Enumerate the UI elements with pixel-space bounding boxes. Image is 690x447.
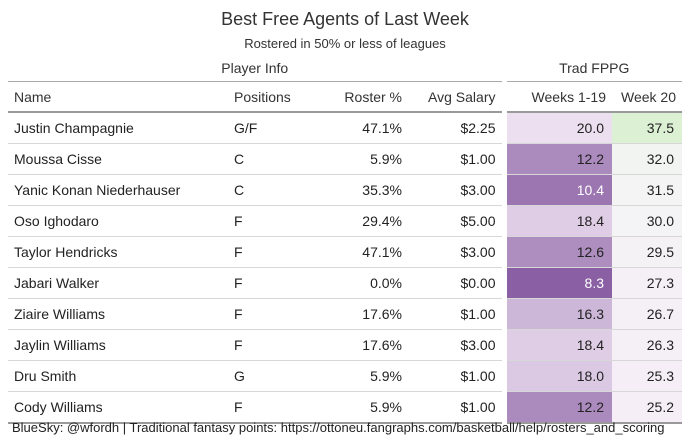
cell-weeks: 18.0 (501, 360, 612, 392)
cell-name: Ziaire Williams (8, 298, 228, 330)
cell-salary: $1.00 (408, 360, 504, 392)
cell-name: Taylor Hendricks (8, 236, 228, 268)
col-header-week20: Week 20 (612, 81, 682, 113)
cell-salary: $5.00 (408, 205, 504, 237)
cell-weeks: 18.4 (501, 205, 612, 237)
cell-positions: C (228, 143, 308, 175)
col-header-salary: Avg Salary (408, 81, 504, 113)
cell-roster: 5.9% (308, 143, 408, 175)
cell-week20: 37.5 (612, 112, 682, 144)
cell-weeks: 12.2 (501, 143, 612, 175)
table-row: Jabari Walker F 0.0% $0.00 8.3 27.3 (8, 267, 682, 299)
cell-salary: $3.00 (408, 174, 504, 206)
cell-name: Dru Smith (8, 360, 228, 392)
col-header-name: Name (8, 81, 228, 113)
cell-positions: F (228, 267, 308, 299)
cell-salary: $1.00 (408, 391, 504, 424)
cell-positions: C (228, 174, 308, 206)
cell-roster: 35.3% (308, 174, 408, 206)
table-row: Justin Champagnie G/F 47.1% $2.25 20.0 37.5 (8, 112, 682, 144)
table-body: Justin Champagnie G/F 47.1% $2.25 20.0 37.5 Mo… (8, 112, 682, 424)
cell-roster: 5.9% (308, 391, 408, 424)
cell-weeks: 10.4 (501, 174, 612, 206)
cell-positions: G/F (228, 112, 308, 144)
cell-name: Yanic Konan Niederhauser (8, 174, 228, 206)
spanner-trad-fppg: Trad FPPG (501, 54, 682, 82)
cell-weeks: 12.2 (501, 391, 612, 424)
cell-weeks: 8.3 (501, 267, 612, 299)
cell-name: Moussa Cisse (8, 143, 228, 175)
table-row: Moussa Cisse C 5.9% $1.00 12.2 32.0 (8, 143, 682, 175)
table-row: Taylor Hendricks F 47.1% $3.00 12.6 29.5 (8, 236, 682, 268)
footer-caption: BlueSky: @wfordh | Traditional fantasy p… (12, 420, 665, 435)
cell-name: Jabari Walker (8, 267, 228, 299)
cell-positions: F (228, 236, 308, 268)
cell-roster: 0.0% (308, 267, 408, 299)
cell-roster: 47.1% (308, 112, 408, 144)
cell-roster: 5.9% (308, 360, 408, 392)
cell-name: Cody Williams (8, 391, 228, 424)
cell-salary: $1.00 (408, 298, 504, 330)
cell-roster: 47.1% (308, 236, 408, 268)
table-row: Cody Williams F 5.9% $1.00 12.2 25.2 (8, 391, 682, 424)
cell-positions: F (228, 205, 308, 237)
cell-week20: 32.0 (612, 143, 682, 175)
chart-subtitle: Rostered in 50% or less of leagues (244, 36, 446, 51)
cell-week20: 25.3 (612, 360, 682, 392)
col-header-roster: Roster % (308, 81, 408, 113)
cell-weeks: 16.3 (501, 298, 612, 330)
table-row: Ziaire Williams F 17.6% $1.00 16.3 26.7 (8, 298, 682, 330)
col-header-weeks: Weeks 1-19 (501, 81, 612, 113)
cell-positions: F (228, 298, 308, 330)
cell-salary: $2.25 (408, 112, 504, 144)
cell-weeks: 18.4 (501, 329, 612, 361)
col-header-positions: Positions (228, 81, 308, 113)
free-agents-table: Player Info Trad FPPG Name Positions Ros… (8, 54, 682, 424)
cell-name: Jaylin Williams (8, 329, 228, 361)
table-row: Yanic Konan Niederhauser C 35.3% $3.00 10.4 3… (8, 174, 682, 206)
chart-title: Best Free Agents of Last Week (221, 9, 469, 29)
cell-week20: 27.3 (612, 267, 682, 299)
spanner-player-info: Player Info (8, 54, 504, 82)
cell-positions: F (228, 329, 308, 361)
cell-name: Oso Ighodaro (8, 205, 228, 237)
cell-week20: 26.3 (612, 329, 682, 361)
cell-salary: $0.00 (408, 267, 504, 299)
cell-week20: 25.2 (612, 391, 682, 424)
cell-name: Justin Champagnie (8, 112, 228, 144)
cell-weeks: 12.6 (501, 236, 612, 268)
cell-salary: $1.00 (408, 143, 504, 175)
cell-salary: $3.00 (408, 236, 504, 268)
cell-roster: 17.6% (308, 329, 408, 361)
cell-positions: F (228, 391, 308, 424)
cell-week20: 31.5 (612, 174, 682, 206)
cell-roster: 17.6% (308, 298, 408, 330)
cell-week20: 29.5 (612, 236, 682, 268)
cell-week20: 30.0 (612, 205, 682, 237)
cell-salary: $3.00 (408, 329, 504, 361)
cell-weeks: 20.0 (501, 112, 612, 144)
table-row: Dru Smith G 5.9% $1.00 18.0 25.3 (8, 360, 682, 392)
cell-roster: 29.4% (308, 205, 408, 237)
cell-week20: 26.7 (612, 298, 682, 330)
cell-positions: G (228, 360, 308, 392)
table-row: Oso Ighodaro F 29.4% $5.00 18.4 30.0 (8, 205, 682, 237)
table-row: Jaylin Williams F 17.6% $3.00 18.4 26.3 (8, 329, 682, 361)
